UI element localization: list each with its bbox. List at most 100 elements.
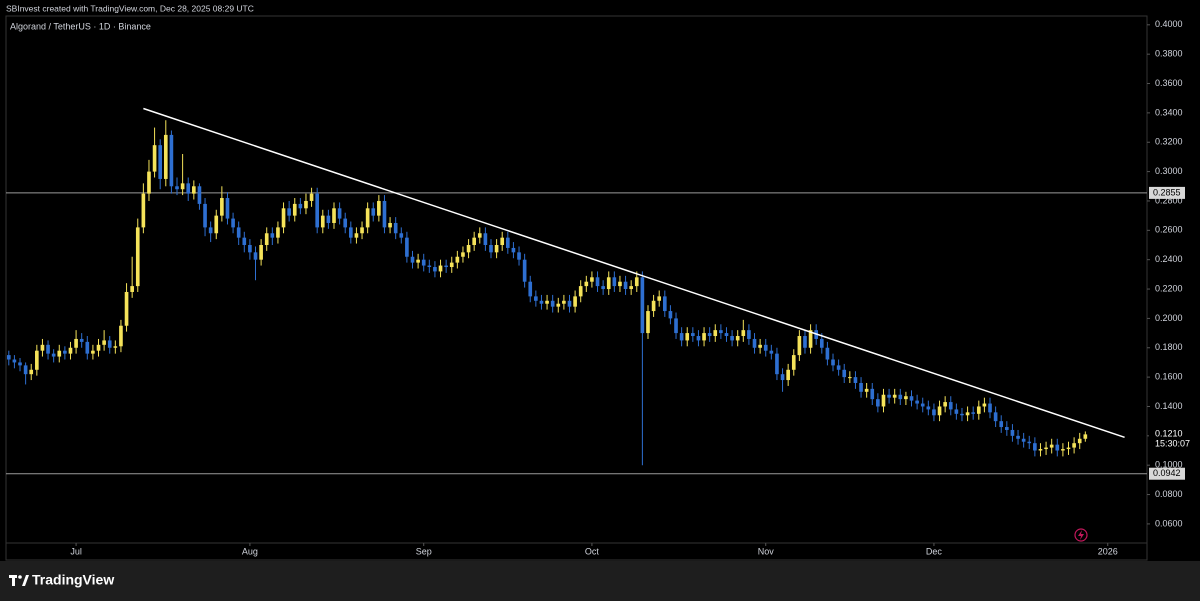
candle-body: [23, 365, 28, 375]
candle-body: [57, 350, 62, 357]
candle-body: [780, 374, 785, 381]
candle-body: [433, 267, 437, 272]
candle-body: [679, 333, 684, 341]
candle-body: [988, 403, 992, 413]
candle-body: [786, 369, 790, 381]
candle-body: [214, 215, 219, 234]
candle-body: [365, 208, 370, 228]
candle-body: [831, 359, 835, 366]
candle-body: [943, 402, 947, 407]
candle-body: [511, 247, 516, 253]
candle-body: [634, 277, 639, 287]
candle-body: [130, 286, 134, 292]
candle-body: [629, 286, 633, 290]
y-tick-label: 0.2800: [1155, 195, 1183, 205]
candle-body: [489, 245, 493, 253]
candle-body: [758, 344, 762, 348]
header: SBInvest created with TradingView.com, D…: [6, 3, 254, 13]
candle-body: [668, 311, 673, 319]
candle-body: [236, 227, 241, 238]
candle-body: [354, 233, 359, 238]
candle-body: [590, 277, 594, 282]
candle-body: [405, 237, 409, 257]
candle-body: [326, 215, 331, 223]
candle-body: [881, 394, 886, 407]
candle-body: [287, 208, 291, 216]
candle-body: [388, 222, 392, 228]
candle-body: [803, 336, 807, 348]
candle-body: [382, 200, 387, 228]
candle-body: [534, 296, 538, 301]
candle-body: [808, 330, 813, 348]
candle-body: [46, 344, 50, 354]
candle-body: [724, 333, 729, 337]
candle-body: [848, 377, 852, 379]
candle-body: [735, 336, 740, 341]
candle-body: [461, 252, 465, 257]
candle-body: [410, 256, 415, 263]
candle-body: [651, 300, 656, 312]
candle-body: [707, 333, 712, 337]
candle-body: [752, 338, 757, 348]
candle-body: [63, 350, 67, 354]
candle-body: [102, 340, 106, 345]
candle-body: [68, 347, 73, 354]
candle-body: [915, 400, 919, 404]
candle-body: [612, 277, 617, 287]
y-tick-label: 0.2400: [1155, 254, 1183, 264]
candle-body: [197, 186, 202, 204]
candle-body: [999, 421, 1004, 428]
candle-body: [965, 412, 970, 416]
candle-body: [550, 300, 555, 307]
candle-body: [870, 388, 875, 400]
candle-body: [119, 325, 123, 347]
candle-body: [539, 300, 544, 304]
candle-body: [904, 396, 908, 400]
candle-body: [898, 394, 903, 400]
y-tick-label: 0.1600: [1155, 371, 1183, 381]
candle-body: [791, 355, 796, 370]
candle-body: [618, 281, 622, 287]
candle-body: [730, 336, 734, 341]
candle-body: [472, 237, 476, 246]
candle-body: [208, 227, 213, 234]
candle-body: [264, 233, 269, 246]
candle-body: [91, 350, 95, 354]
candle-body: [242, 237, 247, 246]
candle-body: [113, 346, 118, 348]
candle-body: [225, 198, 230, 219]
candle-body: [349, 227, 353, 238]
candle-body: [309, 193, 314, 201]
candle-body: [1033, 443, 1037, 451]
candle-body: [74, 338, 78, 348]
candle-body: [292, 203, 297, 216]
candle-body: [763, 344, 768, 351]
alert-icon: [1074, 528, 1088, 542]
candle-body: [40, 344, 45, 351]
candle-body: [169, 134, 174, 187]
candle-body: [158, 145, 163, 179]
x-tick-label: Nov: [758, 546, 775, 556]
candle-body: [702, 333, 706, 341]
candle-body: [483, 233, 488, 246]
last-price-box: [1149, 428, 1189, 451]
candle-body: [926, 406, 931, 410]
candle-body: [315, 193, 320, 228]
y-tick-label: 0.3600: [1155, 78, 1183, 88]
candle-body: [1016, 435, 1020, 439]
candle-body: [96, 344, 101, 351]
candle-body: [124, 291, 129, 326]
candle-body: [304, 200, 308, 209]
candle-body: [477, 233, 482, 238]
candle-body: [960, 413, 964, 416]
x-tick-label: Jul: [70, 546, 82, 556]
y-tick-label: 0.3000: [1155, 166, 1183, 176]
x-tick-label: Oct: [585, 546, 600, 556]
candle-body: [152, 145, 157, 172]
candle-body: [909, 396, 914, 401]
candle-body: [180, 183, 185, 190]
candle-body: [18, 362, 22, 366]
candle-body: [1077, 438, 1082, 444]
level-label: 0.2855: [1153, 187, 1181, 197]
